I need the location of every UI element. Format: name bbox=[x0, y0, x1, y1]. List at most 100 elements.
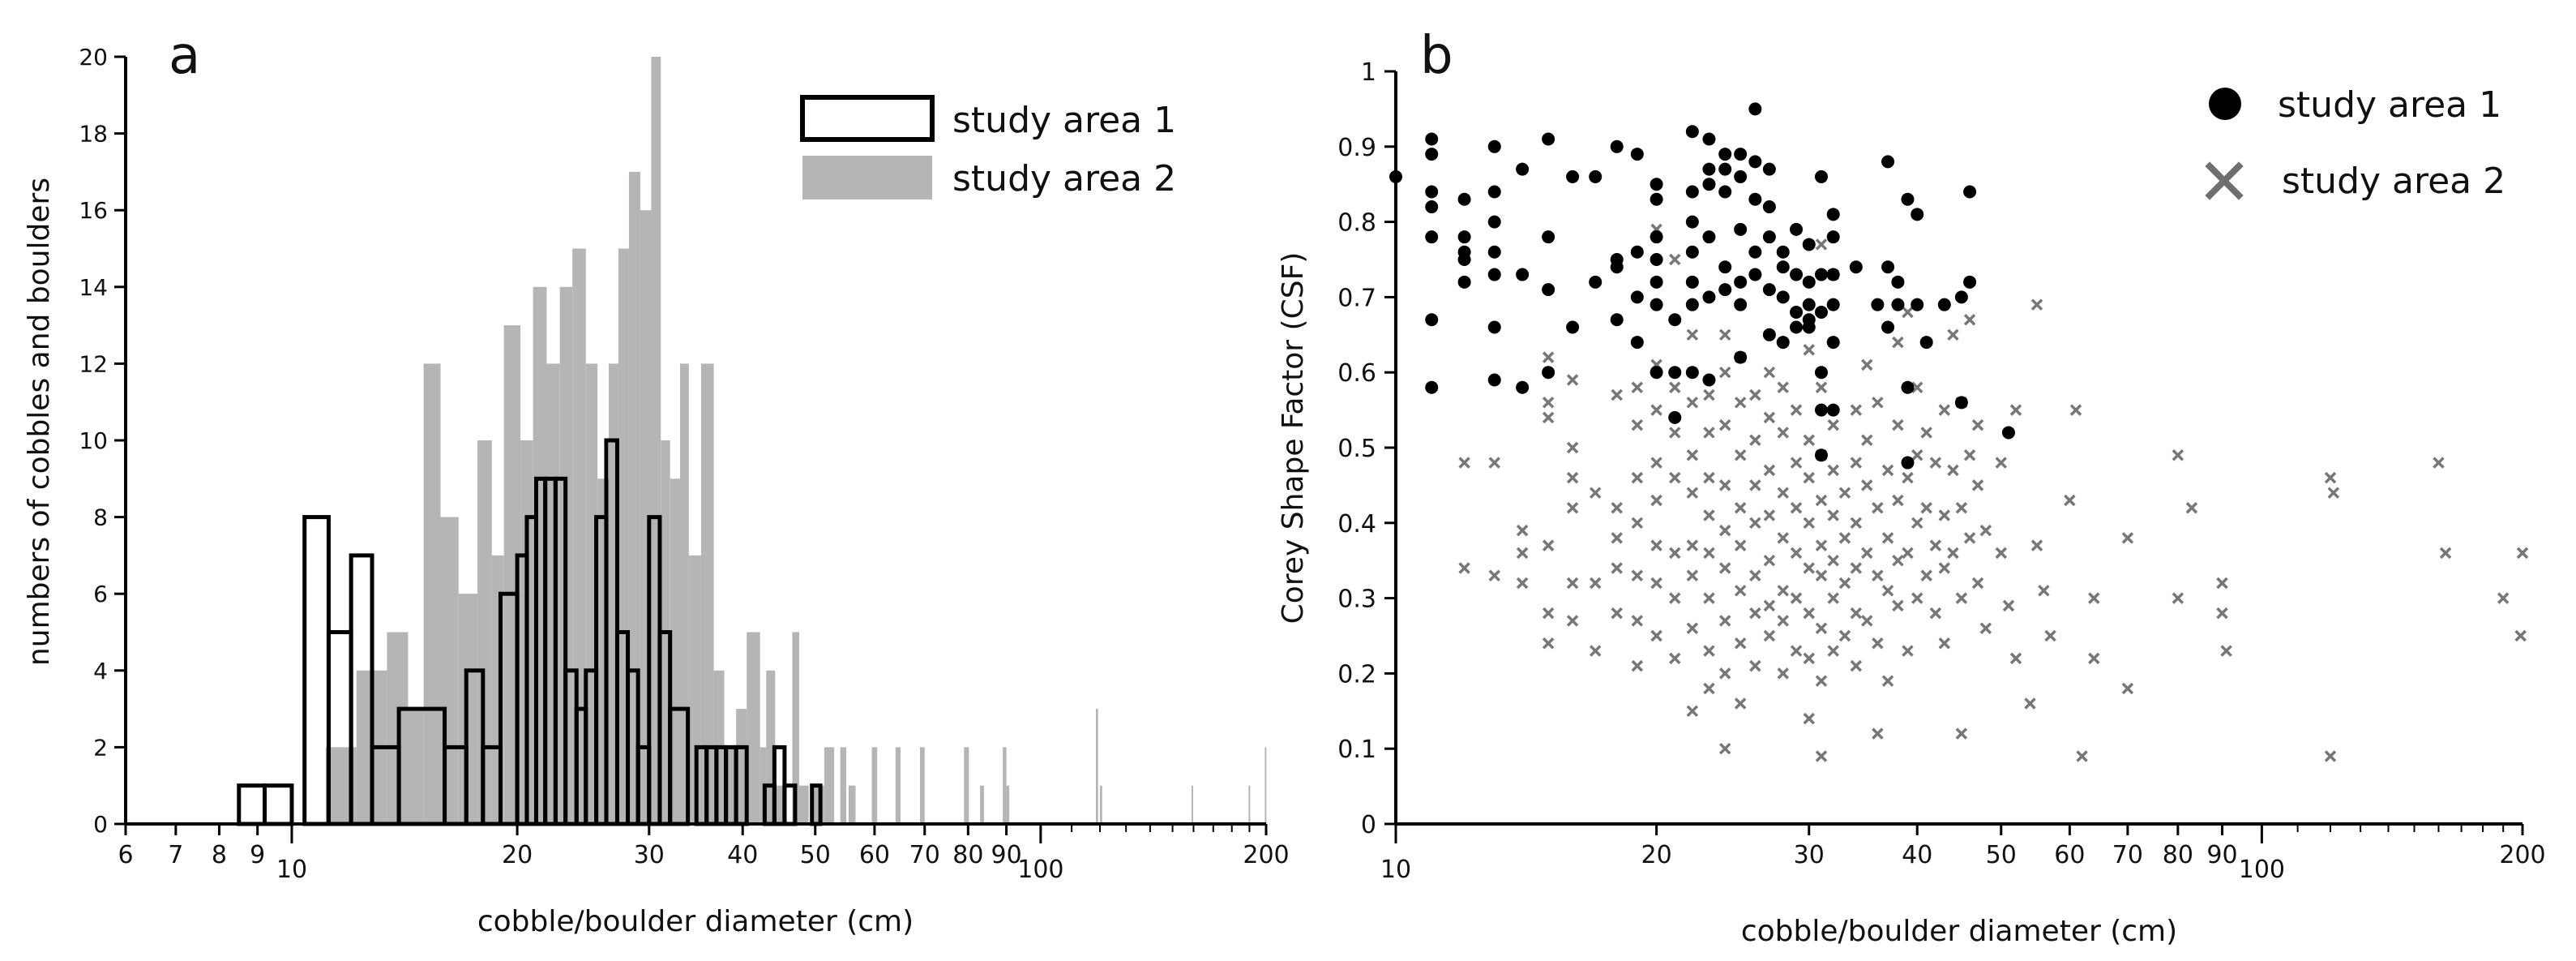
study-area-2-point bbox=[1611, 532, 1623, 544]
study-area-1-point bbox=[1734, 148, 1748, 161]
study-area-2-point bbox=[1850, 607, 1863, 620]
study-area-1-point bbox=[1776, 336, 1790, 350]
study-area-2-point bbox=[1861, 358, 1873, 371]
study-area-1-point bbox=[1748, 155, 1762, 169]
study-area-2-point bbox=[1803, 712, 1815, 725]
study-area-2-point bbox=[2121, 532, 2134, 544]
study-area-2-point bbox=[1803, 471, 1815, 484]
study-area-1-point bbox=[1814, 169, 1828, 183]
study-area-2-point bbox=[1815, 675, 1828, 687]
study-area-1-points bbox=[1389, 102, 2015, 470]
study-area-1-point bbox=[1963, 275, 1977, 289]
study-area-1-point bbox=[1566, 320, 1580, 334]
study-area-2-point bbox=[1881, 532, 1894, 544]
study-area-2-point bbox=[2514, 629, 2527, 642]
study-area-2-bar bbox=[980, 785, 984, 824]
study-area-1-point bbox=[1718, 185, 1732, 199]
study-area-2-points bbox=[1458, 223, 2529, 762]
study-area-2-point bbox=[1703, 592, 1715, 604]
study-area-1-point bbox=[1650, 192, 1663, 206]
study-area-2-point bbox=[1611, 388, 1623, 401]
study-area-2-point bbox=[1892, 418, 1904, 431]
study-area-2-point bbox=[1763, 509, 1776, 521]
study-area-2-point bbox=[1734, 585, 1747, 597]
study-area-2-bar bbox=[824, 747, 835, 824]
study-area-2-point bbox=[1542, 607, 1555, 620]
study-area-2-point bbox=[1955, 502, 1968, 514]
study-area-2-point bbox=[1650, 457, 1662, 469]
study-area-1-point bbox=[1881, 155, 1895, 169]
study-area-2-point bbox=[1566, 577, 1579, 590]
x-tick-label: 90 bbox=[991, 841, 1022, 869]
study-area-2-point bbox=[1777, 487, 1789, 499]
study-area-1-bar bbox=[237, 783, 267, 826]
study-area-2-point bbox=[2324, 471, 2337, 484]
study-area-2-point bbox=[1963, 449, 1976, 461]
study-area-2-point bbox=[1872, 502, 1884, 514]
study-area-1-point bbox=[1901, 380, 1915, 394]
panel-b-letter: b bbox=[1420, 26, 1453, 86]
study-area-2-point bbox=[1718, 366, 1731, 379]
study-area-1-point bbox=[1650, 253, 1663, 266]
study-area-1-point bbox=[1487, 373, 1501, 387]
x-tick-label: 10 bbox=[1380, 856, 1411, 884]
y-tick-label: 0.5 bbox=[1337, 435, 1376, 463]
study-area-1-point bbox=[2001, 426, 2015, 440]
study-area-1-point bbox=[1776, 290, 1790, 304]
study-area-2-point bbox=[1803, 517, 1815, 530]
study-area-2-point bbox=[1718, 562, 1731, 574]
study-area-2-point bbox=[1763, 554, 1776, 567]
study-area-2-point bbox=[1703, 388, 1715, 401]
study-area-2-point bbox=[2088, 592, 2100, 604]
study-area-2-point bbox=[1971, 479, 1984, 491]
study-area-2-bar bbox=[871, 747, 878, 824]
study-area-2-bar bbox=[1264, 747, 1267, 824]
study-area-1-point bbox=[1685, 215, 1699, 229]
study-area-1-point bbox=[1516, 268, 1530, 281]
study-area-2-point bbox=[1838, 629, 1851, 642]
study-area-2-point bbox=[1929, 539, 1942, 551]
study-area-1-point bbox=[1734, 350, 1748, 364]
study-area-2-point bbox=[1827, 554, 1839, 567]
study-area-1-point bbox=[1425, 132, 1439, 146]
study-area-2-point bbox=[1815, 494, 1828, 507]
y-tick-label: 10 bbox=[79, 427, 108, 454]
study-area-2-point bbox=[1790, 502, 1803, 514]
study-area-2-point bbox=[1589, 645, 1602, 657]
study-area-2-point bbox=[1920, 427, 1932, 439]
study-area-2-point bbox=[1763, 366, 1776, 379]
study-area-2-bar bbox=[895, 747, 901, 824]
study-area-1-point bbox=[1425, 380, 1439, 394]
study-area-2-point bbox=[1650, 404, 1662, 416]
y-tick-label: 2 bbox=[93, 734, 108, 761]
study-area-2-point bbox=[1611, 562, 1623, 574]
study-area-1-point bbox=[1542, 366, 1555, 380]
study-area-2-point bbox=[2220, 645, 2232, 657]
study-area-2-point bbox=[1861, 479, 1873, 491]
study-area-1-point bbox=[1762, 283, 1776, 297]
study-area-2-point bbox=[1827, 645, 1839, 657]
study-area-2-point bbox=[1861, 547, 1873, 560]
study-area-1-point bbox=[1702, 162, 1716, 176]
x-tick-label: 100 bbox=[2239, 856, 2285, 884]
study-area-2-bar bbox=[1100, 785, 1102, 824]
study-area-2-point bbox=[1718, 328, 1731, 341]
study-area-1-point bbox=[1542, 283, 1555, 297]
study-area-1-point bbox=[1650, 230, 1663, 244]
study-area-2-bar bbox=[423, 363, 441, 824]
study-area-2-point bbox=[2064, 494, 2076, 507]
study-area-2-point bbox=[1749, 479, 1761, 491]
study-area-2-point bbox=[1631, 418, 1644, 431]
study-area-2-point bbox=[1516, 547, 1529, 560]
legend-swatch-study-area-2 bbox=[802, 156, 932, 199]
study-area-1-point bbox=[1650, 178, 1663, 191]
study-area-2-bar bbox=[964, 747, 969, 824]
study-area-2-point bbox=[1703, 471, 1715, 484]
study-area-1-point bbox=[1790, 222, 1804, 236]
study-area-2-point bbox=[1631, 615, 1644, 627]
study-area-2-point bbox=[1734, 637, 1747, 650]
y-tick-label: 14 bbox=[79, 274, 108, 301]
study-area-2-point bbox=[1703, 682, 1715, 695]
study-area-1-point bbox=[1487, 185, 1501, 199]
